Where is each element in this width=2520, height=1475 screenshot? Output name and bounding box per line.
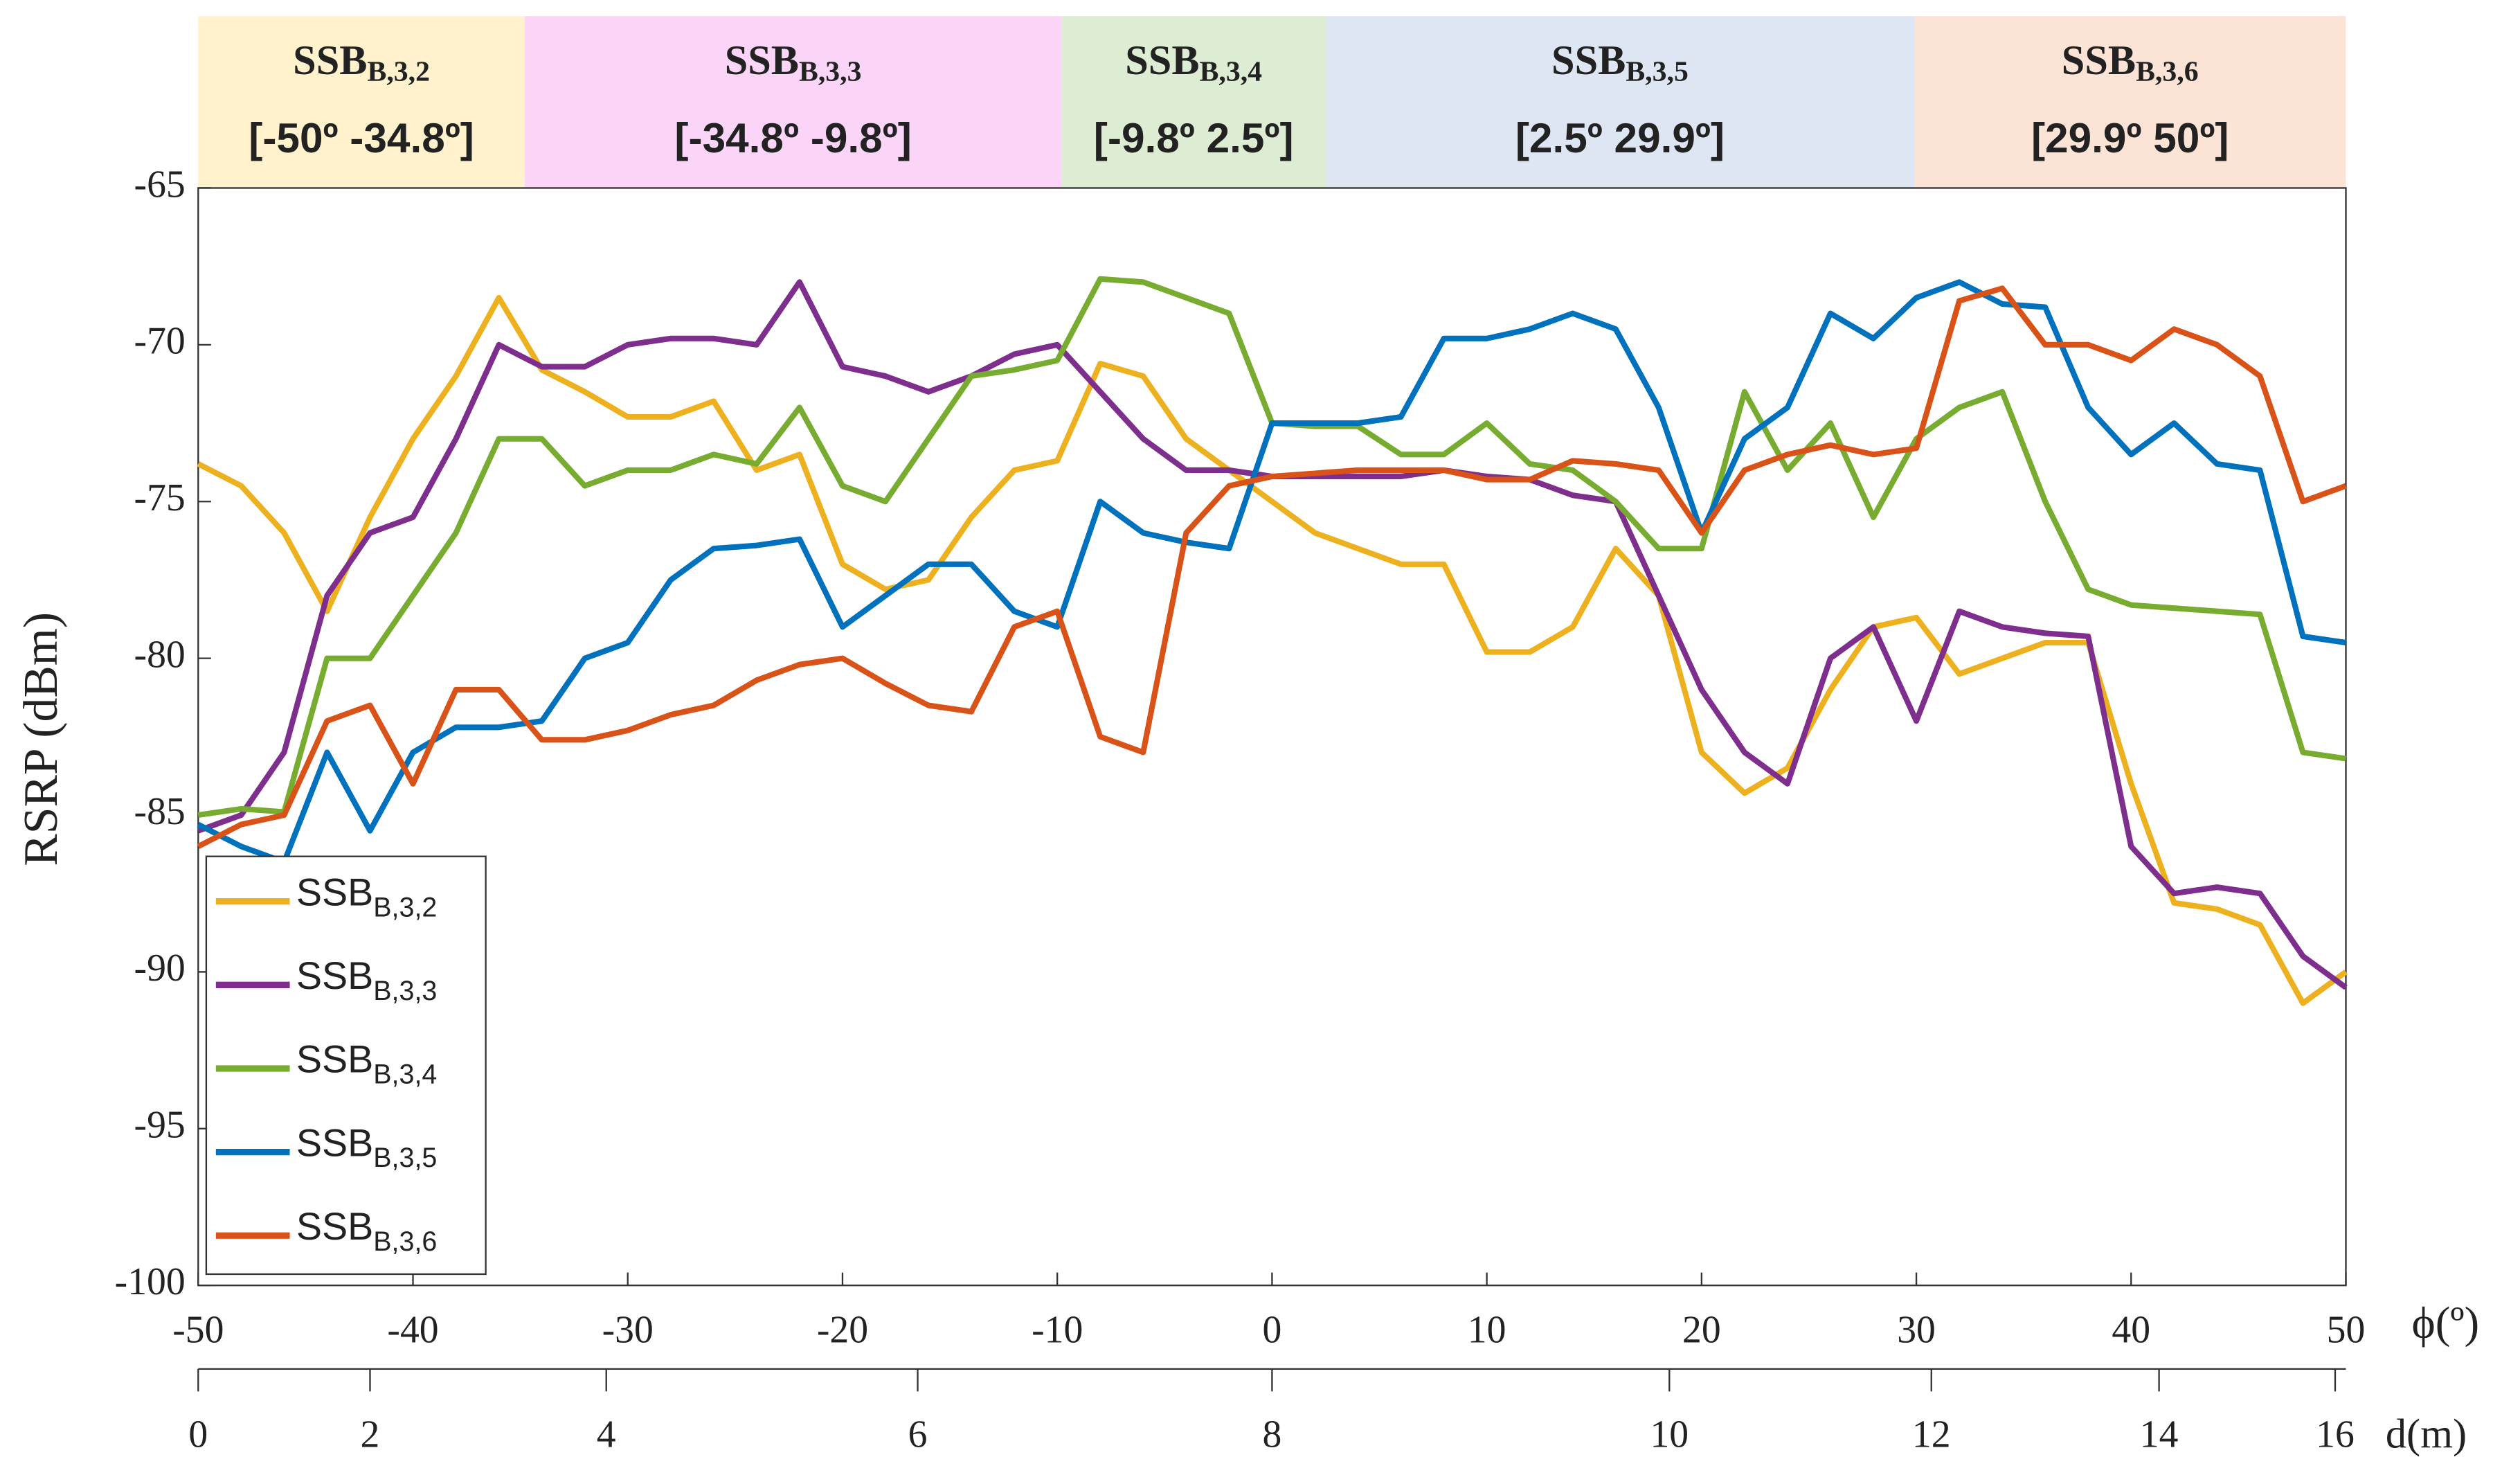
band-range: [-50º -34.8º] <box>249 114 474 161</box>
x-tick-label: -30 <box>602 1309 654 1352</box>
band-title: SSBB,3,2 <box>293 37 430 88</box>
legend-name: SSB <box>296 954 373 997</box>
series-line <box>197 279 2347 866</box>
x2-tick-label: 10 <box>1650 1413 1689 1456</box>
x2-tick-label: 12 <box>1912 1413 1951 1456</box>
legend-name: SSB <box>296 1037 373 1080</box>
band-title: SSBB,3,4 <box>1125 37 1262 88</box>
y-tick-label: -80 <box>134 633 186 676</box>
header-band <box>1914 16 2346 188</box>
y-tick-label: -70 <box>134 320 186 363</box>
x2-tick-label: 8 <box>1262 1413 1281 1456</box>
band-name: SSB <box>725 37 799 84</box>
x-tick-label: 30 <box>1897 1309 1936 1352</box>
legend-label: SSBB,3,3 <box>296 954 438 1007</box>
legend-label: SSBB,3,4 <box>296 1037 438 1090</box>
band-title: SSBB,3,6 <box>2062 37 2199 88</box>
x-tick-label: -50 <box>172 1309 224 1352</box>
band-sub: B,3,3 <box>799 55 861 87</box>
band-range: [-34.8º -9.8º] <box>674 114 911 161</box>
legend-sub: B,3,3 <box>373 976 437 1006</box>
y-tick-label: -85 <box>134 790 186 833</box>
legend-label: SSBB,3,5 <box>296 1121 438 1174</box>
x-tick-label: -10 <box>1032 1309 1083 1352</box>
band-sub: B,3,4 <box>1200 55 1263 87</box>
x-tick-label: -40 <box>387 1309 438 1352</box>
legend-label: SSBB,3,2 <box>296 870 438 923</box>
band-name: SSB <box>1125 37 1199 84</box>
header-band <box>1325 16 1914 188</box>
header-band <box>1061 16 1326 188</box>
x2-tick-label: 0 <box>188 1413 208 1456</box>
header-band <box>524 16 1062 188</box>
band-name: SSB <box>293 37 367 84</box>
legend-name: SSB <box>296 870 373 913</box>
band-name: SSB <box>1551 37 1626 84</box>
header-band <box>198 16 525 188</box>
series-line <box>197 276 2347 819</box>
x-tick-label: 20 <box>1682 1309 1721 1352</box>
x2-tick-label: 4 <box>597 1413 616 1456</box>
band-range: [2.5º 29.9º] <box>1515 114 1725 161</box>
band-sub: B,3,5 <box>1626 55 1688 87</box>
legend-name: SSB <box>296 1121 373 1164</box>
series-line <box>197 285 2347 849</box>
band-name: SSB <box>2062 37 2136 84</box>
x2-tick-label: 16 <box>2316 1413 2355 1456</box>
legend-sub: B,3,6 <box>373 1226 437 1257</box>
x-axis-label: ϕ(º) <box>2412 1298 2480 1348</box>
x-tick-label: 50 <box>2327 1309 2366 1352</box>
legend-sub: B,3,5 <box>373 1143 437 1174</box>
band-sub: B,3,2 <box>367 55 429 87</box>
series-line <box>197 294 2348 1006</box>
band-title: SSBB,3,3 <box>725 37 862 88</box>
x2-axis-label: d(m) <box>2386 1411 2467 1457</box>
legend-name: SSB <box>296 1205 373 1248</box>
band-title: SSBB,3,5 <box>1551 37 1689 88</box>
y-tick-label: -65 <box>134 163 186 206</box>
y-tick-label: -95 <box>134 1104 186 1147</box>
legend-label: SSBB,3,6 <box>296 1205 438 1258</box>
x2-tick-label: 2 <box>361 1413 380 1456</box>
band-range: [29.9º 50º] <box>2031 114 2229 161</box>
x-tick-label: 0 <box>1262 1309 1281 1352</box>
y-tick-label: -75 <box>134 476 186 519</box>
series-line <box>197 279 2348 990</box>
y-axis-label: RSRP (dBm) <box>15 612 68 866</box>
legend-sub: B,3,2 <box>373 893 437 923</box>
y-tick-label: -100 <box>115 1260 186 1303</box>
x-tick-label: -20 <box>817 1309 868 1352</box>
x-tick-label: 10 <box>1468 1309 1506 1352</box>
band-range: [-9.8º 2.5º] <box>1094 114 1294 161</box>
x2-tick-label: 6 <box>908 1413 928 1456</box>
band-sub: B,3,6 <box>2136 55 2198 87</box>
x-tick-label: 40 <box>2112 1309 2150 1352</box>
y-tick-label: -90 <box>134 947 186 990</box>
legend-sub: B,3,4 <box>373 1060 437 1090</box>
x2-tick-label: 14 <box>2140 1413 2179 1456</box>
